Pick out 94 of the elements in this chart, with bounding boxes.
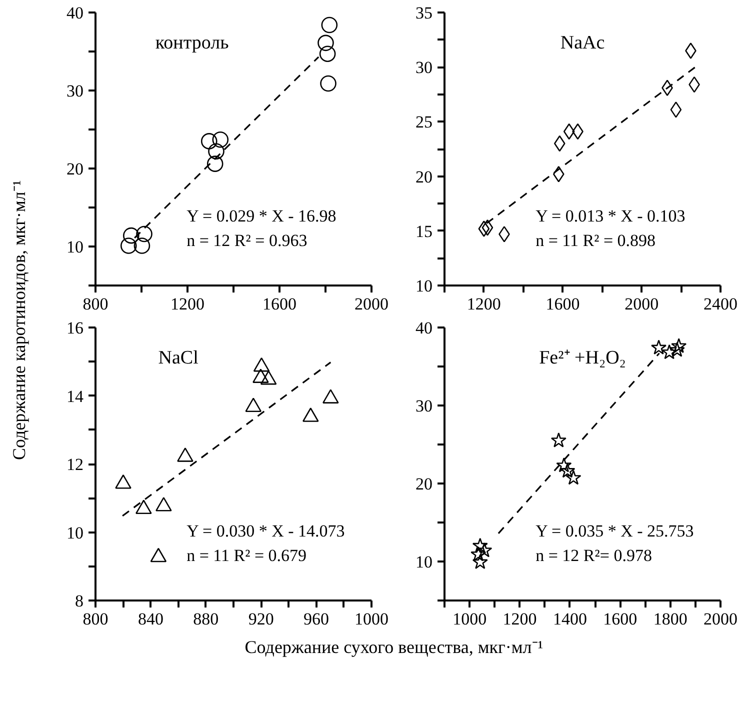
x-tick-label: 840 [138, 610, 164, 628]
y-tick-label: 40 [416, 318, 432, 338]
point [252, 368, 269, 383]
annotation: n = 12 R²= 0.978 [536, 546, 652, 566]
text: NaAc [560, 32, 605, 54]
point [206, 156, 224, 172]
y-tick-label: 30 [66, 82, 84, 100]
x-tick-label: 880 [193, 610, 219, 628]
point [322, 389, 339, 404]
point [662, 344, 678, 360]
x-tick-label: 1600 [262, 294, 296, 314]
y-tick-label: 10 [416, 276, 432, 296]
x-tick-label: 960 [304, 610, 330, 628]
point [177, 448, 194, 462]
y-tick-label: 40 [66, 4, 84, 22]
point [260, 370, 277, 385]
y-tick-label: 20 [66, 160, 84, 178]
point [472, 538, 488, 553]
x-tick-label: 1000 [354, 610, 388, 628]
point [136, 500, 152, 514]
x-tick-label: 1600 [546, 294, 580, 314]
y-tick-label: 12 [66, 455, 84, 474]
text: Fe²⁺ +H₂O₂ [539, 347, 626, 368]
y-tick-label: 8 [75, 592, 84, 610]
y-tick-label: 35 [416, 4, 432, 22]
annotation: n = 11 R² = 0.679 [186, 546, 307, 566]
point [200, 133, 218, 150]
point [556, 457, 572, 472]
point [550, 432, 566, 448]
y-tick-label: 30 [416, 396, 432, 416]
text: NaCl [158, 347, 198, 368]
point [208, 143, 224, 160]
point [123, 227, 140, 244]
y-tick-label: 30 [416, 58, 432, 78]
x-tick-label: 2000 [624, 294, 659, 314]
y-tick-label: 16 [66, 318, 84, 338]
x-tick-label: 1200 [170, 294, 204, 314]
point [320, 75, 336, 92]
y-tick-label: 10 [66, 238, 84, 256]
x-tick-label: 800 [82, 294, 108, 314]
point [482, 219, 494, 236]
x-tick-label: 2000 [354, 294, 388, 314]
point [671, 338, 687, 353]
x-tick-label: 2400 [704, 294, 738, 314]
y-tick-label: 10 [66, 523, 84, 542]
point [472, 554, 488, 569]
point [669, 342, 685, 357]
annotation: Y = 0.035 * X - 25.753 [536, 521, 694, 540]
annotation: Y = 0.030 * X - 14.073 [186, 521, 345, 540]
text: контроль [155, 32, 230, 54]
x-tick-label: 1400 [552, 610, 587, 628]
point [470, 546, 486, 562]
y-axis-title: Содержание каротиноидов, мкг·мл⁻¹ [8, 180, 30, 460]
point [253, 357, 270, 372]
y-tick-label: 25 [416, 112, 432, 132]
point [156, 497, 172, 512]
point [134, 238, 150, 254]
x-tick-label: 1600 [603, 610, 638, 628]
point [566, 470, 582, 485]
point [554, 135, 566, 152]
x-tick-label: 920 [248, 610, 274, 628]
point [120, 238, 137, 254]
x-tick-label: 1800 [653, 610, 688, 628]
x-tick-label: 1000 [452, 610, 487, 628]
point [563, 123, 575, 140]
annotation: Y = 0.029 * X - 16.98 [186, 206, 336, 226]
point [245, 398, 262, 412]
y-tick-label: 20 [416, 167, 432, 186]
x-tick-label: 2000 [704, 610, 738, 628]
point [150, 548, 167, 562]
point [670, 102, 682, 118]
y-tick-label: 15 [416, 222, 432, 241]
point [115, 474, 132, 489]
point [321, 16, 338, 34]
point [302, 408, 319, 422]
point [212, 132, 229, 148]
annotation: n = 12 R² = 0.963 [186, 231, 308, 250]
point [136, 226, 152, 242]
annotation: Y = 0.013 * X - 0.103 [536, 206, 686, 226]
x-tick-label: 1200 [466, 294, 501, 314]
annotation: n = 11 R² = 0.898 [536, 231, 656, 250]
y-tick-label: 20 [416, 474, 432, 494]
point [476, 542, 492, 558]
point [552, 166, 564, 182]
point [319, 46, 336, 62]
point [318, 34, 334, 52]
y-tick-label: 14 [66, 386, 84, 406]
point [478, 220, 490, 237]
y-tick-label: 10 [416, 552, 432, 572]
x-tick-label: 1200 [502, 610, 537, 628]
point [650, 340, 667, 354]
x-tick-label: 800 [82, 610, 108, 628]
point [560, 462, 576, 478]
x-axis-title: Содержание сухого вещества, мкг·мл⁻¹ [244, 636, 544, 659]
